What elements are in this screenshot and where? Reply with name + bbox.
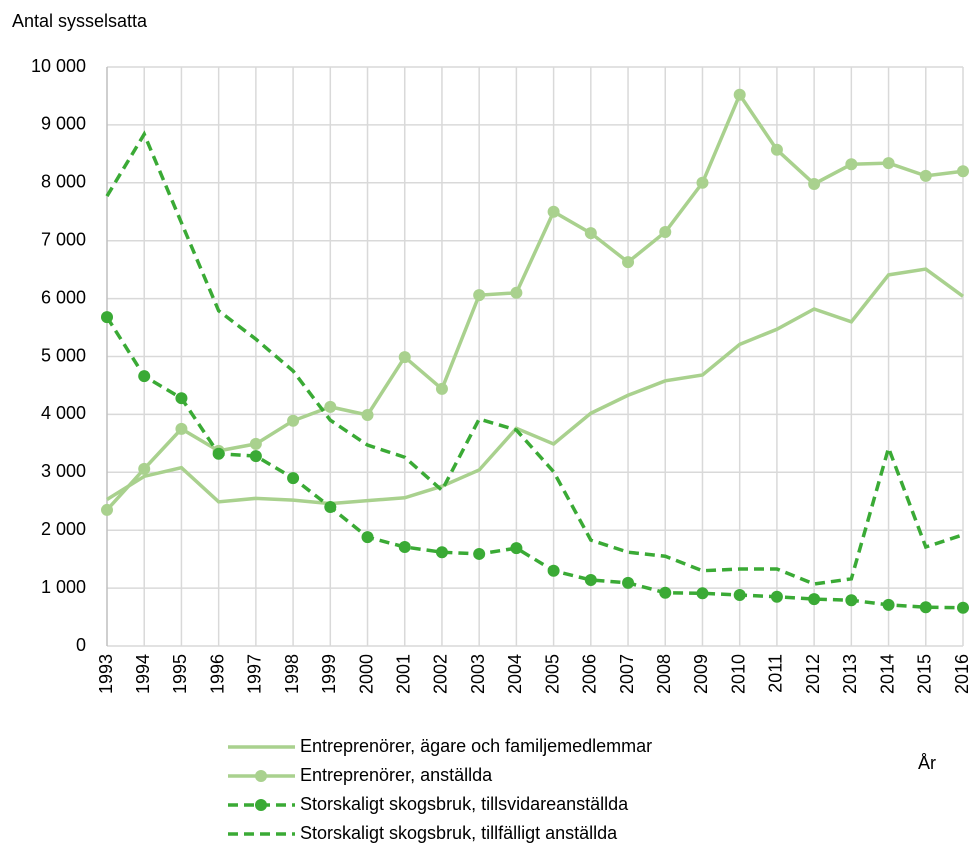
data-point: [919, 601, 932, 614]
data-point: [547, 205, 560, 218]
data-point: [473, 547, 486, 560]
data-point: [361, 531, 374, 544]
legend-label: Storskaligt skogsbruk, tillsvidareanstäl…: [300, 794, 629, 814]
data-point: [808, 177, 821, 190]
data-point: [435, 382, 448, 395]
data-point: [808, 593, 821, 606]
data-point: [770, 143, 783, 156]
data-point: [882, 157, 895, 170]
data-point: [845, 594, 858, 607]
data-point: [361, 408, 374, 421]
data-point: [175, 422, 188, 435]
data-point: [696, 587, 709, 600]
x-tick-label: 2001: [393, 654, 413, 694]
series-line: [106, 267, 965, 506]
x-tick-label: 1998: [282, 654, 302, 694]
data-point: [510, 542, 523, 555]
x-tick-label: 1999: [319, 654, 339, 694]
x-tick-label: 2011: [766, 654, 786, 693]
x-tick-label: 1997: [245, 654, 265, 694]
y-axis-label: Antal sysselsatta: [12, 11, 148, 31]
x-tick-label: 2014: [877, 654, 897, 694]
series-line: [105, 130, 964, 586]
x-tick-label: 2013: [840, 654, 860, 694]
x-tick-label: 2000: [356, 654, 376, 694]
y-tick-label: 5 000: [41, 345, 86, 365]
data-point: [138, 462, 151, 475]
x-tick-label: 1996: [207, 654, 227, 694]
data-point: [845, 158, 858, 171]
data-point: [919, 169, 932, 182]
data-point: [249, 437, 262, 450]
data-point: [659, 586, 672, 599]
x-tick-label: 2004: [505, 654, 525, 694]
x-tick-label: 2002: [431, 654, 451, 694]
x-tick-label: 1993: [96, 654, 116, 694]
data-point: [733, 589, 746, 602]
data-point: [287, 414, 300, 427]
x-tick-label: 2015: [915, 654, 935, 694]
data-point: [398, 351, 411, 364]
legend-label: Entreprenörer, anställda: [300, 765, 493, 785]
y-tick-label: 3 000: [41, 461, 86, 481]
data-point: [659, 226, 672, 239]
y-tick-label: 7 000: [41, 229, 86, 249]
data-point: [510, 286, 523, 299]
data-point: [175, 392, 188, 405]
data-point: [101, 503, 113, 516]
y-tick-label: 10 000: [31, 56, 86, 76]
data-point: [622, 576, 635, 589]
x-tick-label: 1994: [133, 654, 153, 694]
y-tick-label: 1 000: [41, 577, 86, 597]
data-point: [212, 447, 225, 460]
x-tick-label: 2012: [803, 654, 823, 694]
data-point: [287, 472, 300, 485]
y-tick-label: 8 000: [41, 172, 86, 192]
data-point: [733, 88, 746, 101]
data-point: [882, 598, 895, 611]
x-tick-label: 2016: [952, 654, 972, 694]
series-line: [105, 316, 964, 610]
data-point: [101, 311, 113, 324]
data-point: [584, 573, 597, 586]
legend-marker: [255, 770, 267, 782]
data-point: [138, 370, 151, 383]
x-tick-label: 2005: [542, 654, 562, 694]
y-tick-label: 4 000: [41, 403, 86, 423]
legend-marker: [255, 799, 267, 811]
data-point: [324, 501, 337, 514]
data-point: [249, 450, 262, 463]
data-point: [584, 227, 597, 240]
data-point: [957, 165, 969, 178]
x-axis-label: År: [918, 753, 936, 773]
data-point: [324, 400, 337, 413]
x-tick-label: 2007: [617, 654, 637, 694]
y-tick-label: 2 000: [41, 519, 86, 539]
x-tick-label: 2006: [580, 654, 600, 694]
data-point: [770, 590, 783, 603]
data-point: [435, 546, 448, 559]
x-tick-label: 2009: [691, 654, 711, 694]
data-point: [957, 601, 969, 614]
legend-label: Entreprenörer, ägare och familjemedlemma…: [300, 736, 652, 756]
y-tick-label: 6 000: [41, 287, 86, 307]
legend-label: Storskaligt skogsbruk, tillfälligt anstä…: [300, 823, 618, 843]
y-tick-label: 9 000: [41, 114, 86, 134]
data-point: [622, 256, 635, 269]
series-line: [105, 91, 964, 512]
data-point: [398, 540, 411, 553]
data-point: [547, 564, 560, 577]
x-tick-label: 2008: [654, 654, 674, 694]
data-point: [473, 289, 486, 302]
data-point: [696, 176, 709, 189]
x-tick-label: 2010: [728, 654, 748, 694]
y-tick-label: 0: [76, 635, 86, 655]
x-tick-label: 1995: [170, 654, 190, 694]
x-tick-label: 2003: [468, 654, 488, 694]
